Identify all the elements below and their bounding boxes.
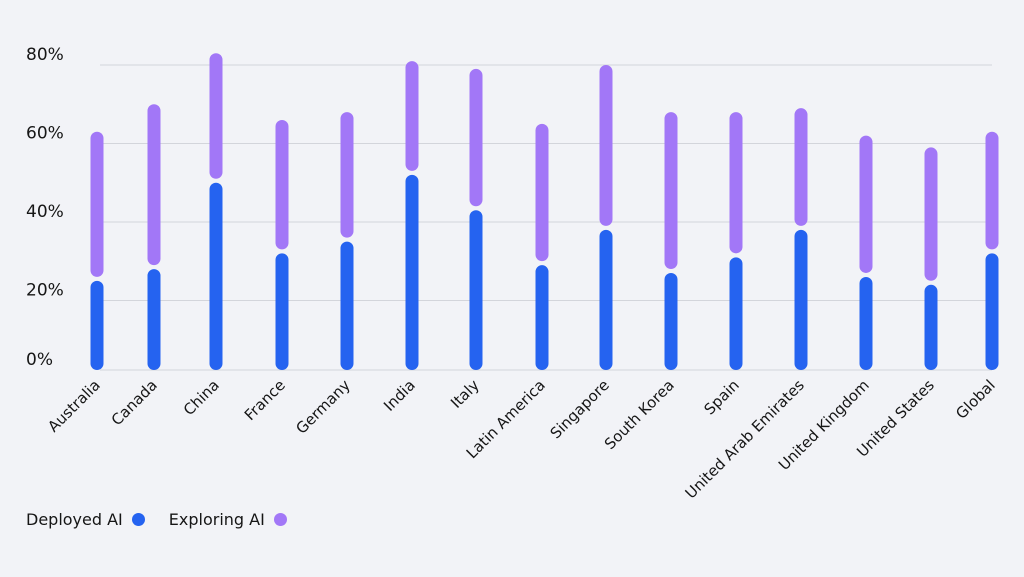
legend-item-exploring: Exploring AI bbox=[169, 510, 287, 529]
x-tick-label: Spain bbox=[700, 376, 742, 418]
bar-deployed bbox=[859, 276, 873, 370]
bar-deployed bbox=[729, 257, 743, 370]
legend-swatch-exploring bbox=[273, 513, 287, 526]
x-tick-label: Australia bbox=[44, 376, 104, 436]
y-tick-label: 40% bbox=[26, 202, 64, 222]
bar-exploring bbox=[729, 112, 743, 254]
x-tick-label: Canada bbox=[108, 376, 161, 429]
bar-exploring bbox=[275, 119, 289, 250]
bar-exploring bbox=[147, 104, 161, 266]
bar-exploring bbox=[599, 65, 613, 226]
bar-deployed bbox=[275, 253, 289, 370]
x-tick-label: Italy bbox=[447, 376, 483, 412]
bar-deployed bbox=[405, 174, 419, 370]
bar-deployed bbox=[147, 269, 161, 370]
x-tick-label: France bbox=[241, 376, 289, 424]
y-tick-label: 0% bbox=[26, 350, 53, 370]
x-tick-label: India bbox=[380, 376, 419, 415]
x-tick-label: United Arab Emirates bbox=[682, 376, 808, 502]
x-tick-label: South Korea bbox=[601, 376, 678, 453]
bar-exploring bbox=[985, 131, 999, 250]
legend-label-deployed: Deployed AI bbox=[26, 510, 123, 529]
bar-deployed bbox=[469, 210, 483, 370]
y-tick-label: 80% bbox=[26, 45, 64, 65]
bar-deployed bbox=[794, 229, 808, 370]
bar-exploring bbox=[535, 123, 549, 262]
bar-deployed bbox=[340, 241, 354, 370]
x-tick-label: China bbox=[180, 376, 223, 419]
legend-swatch-deployed bbox=[131, 513, 145, 526]
bar-deployed bbox=[535, 265, 549, 370]
bar-deployed bbox=[90, 280, 104, 370]
bar-deployed bbox=[664, 273, 678, 370]
bar-exploring bbox=[469, 68, 483, 207]
bar-deployed bbox=[924, 284, 938, 370]
bar-exploring bbox=[90, 131, 104, 277]
legend: Deployed AI Exploring AI bbox=[26, 510, 311, 529]
x-tick-label: Singapore bbox=[547, 376, 613, 442]
bar-exploring bbox=[924, 147, 938, 281]
bar-exploring bbox=[664, 112, 678, 270]
bar-deployed bbox=[599, 229, 613, 370]
bar-deployed bbox=[985, 253, 999, 370]
bar-exploring bbox=[794, 108, 808, 226]
bar-exploring bbox=[340, 112, 354, 238]
bar-deployed bbox=[209, 182, 223, 370]
legend-item-deployed: Deployed AI bbox=[26, 510, 145, 529]
bar-exploring bbox=[405, 61, 419, 171]
legend-label-exploring: Exploring AI bbox=[168, 510, 265, 529]
y-tick-label: 20% bbox=[26, 281, 64, 301]
x-tick-label: Global bbox=[952, 376, 999, 423]
x-tick-label: Germany bbox=[292, 376, 354, 438]
y-tick-label: 60% bbox=[26, 124, 64, 144]
bar-exploring bbox=[209, 53, 223, 179]
bar-exploring bbox=[859, 135, 873, 273]
